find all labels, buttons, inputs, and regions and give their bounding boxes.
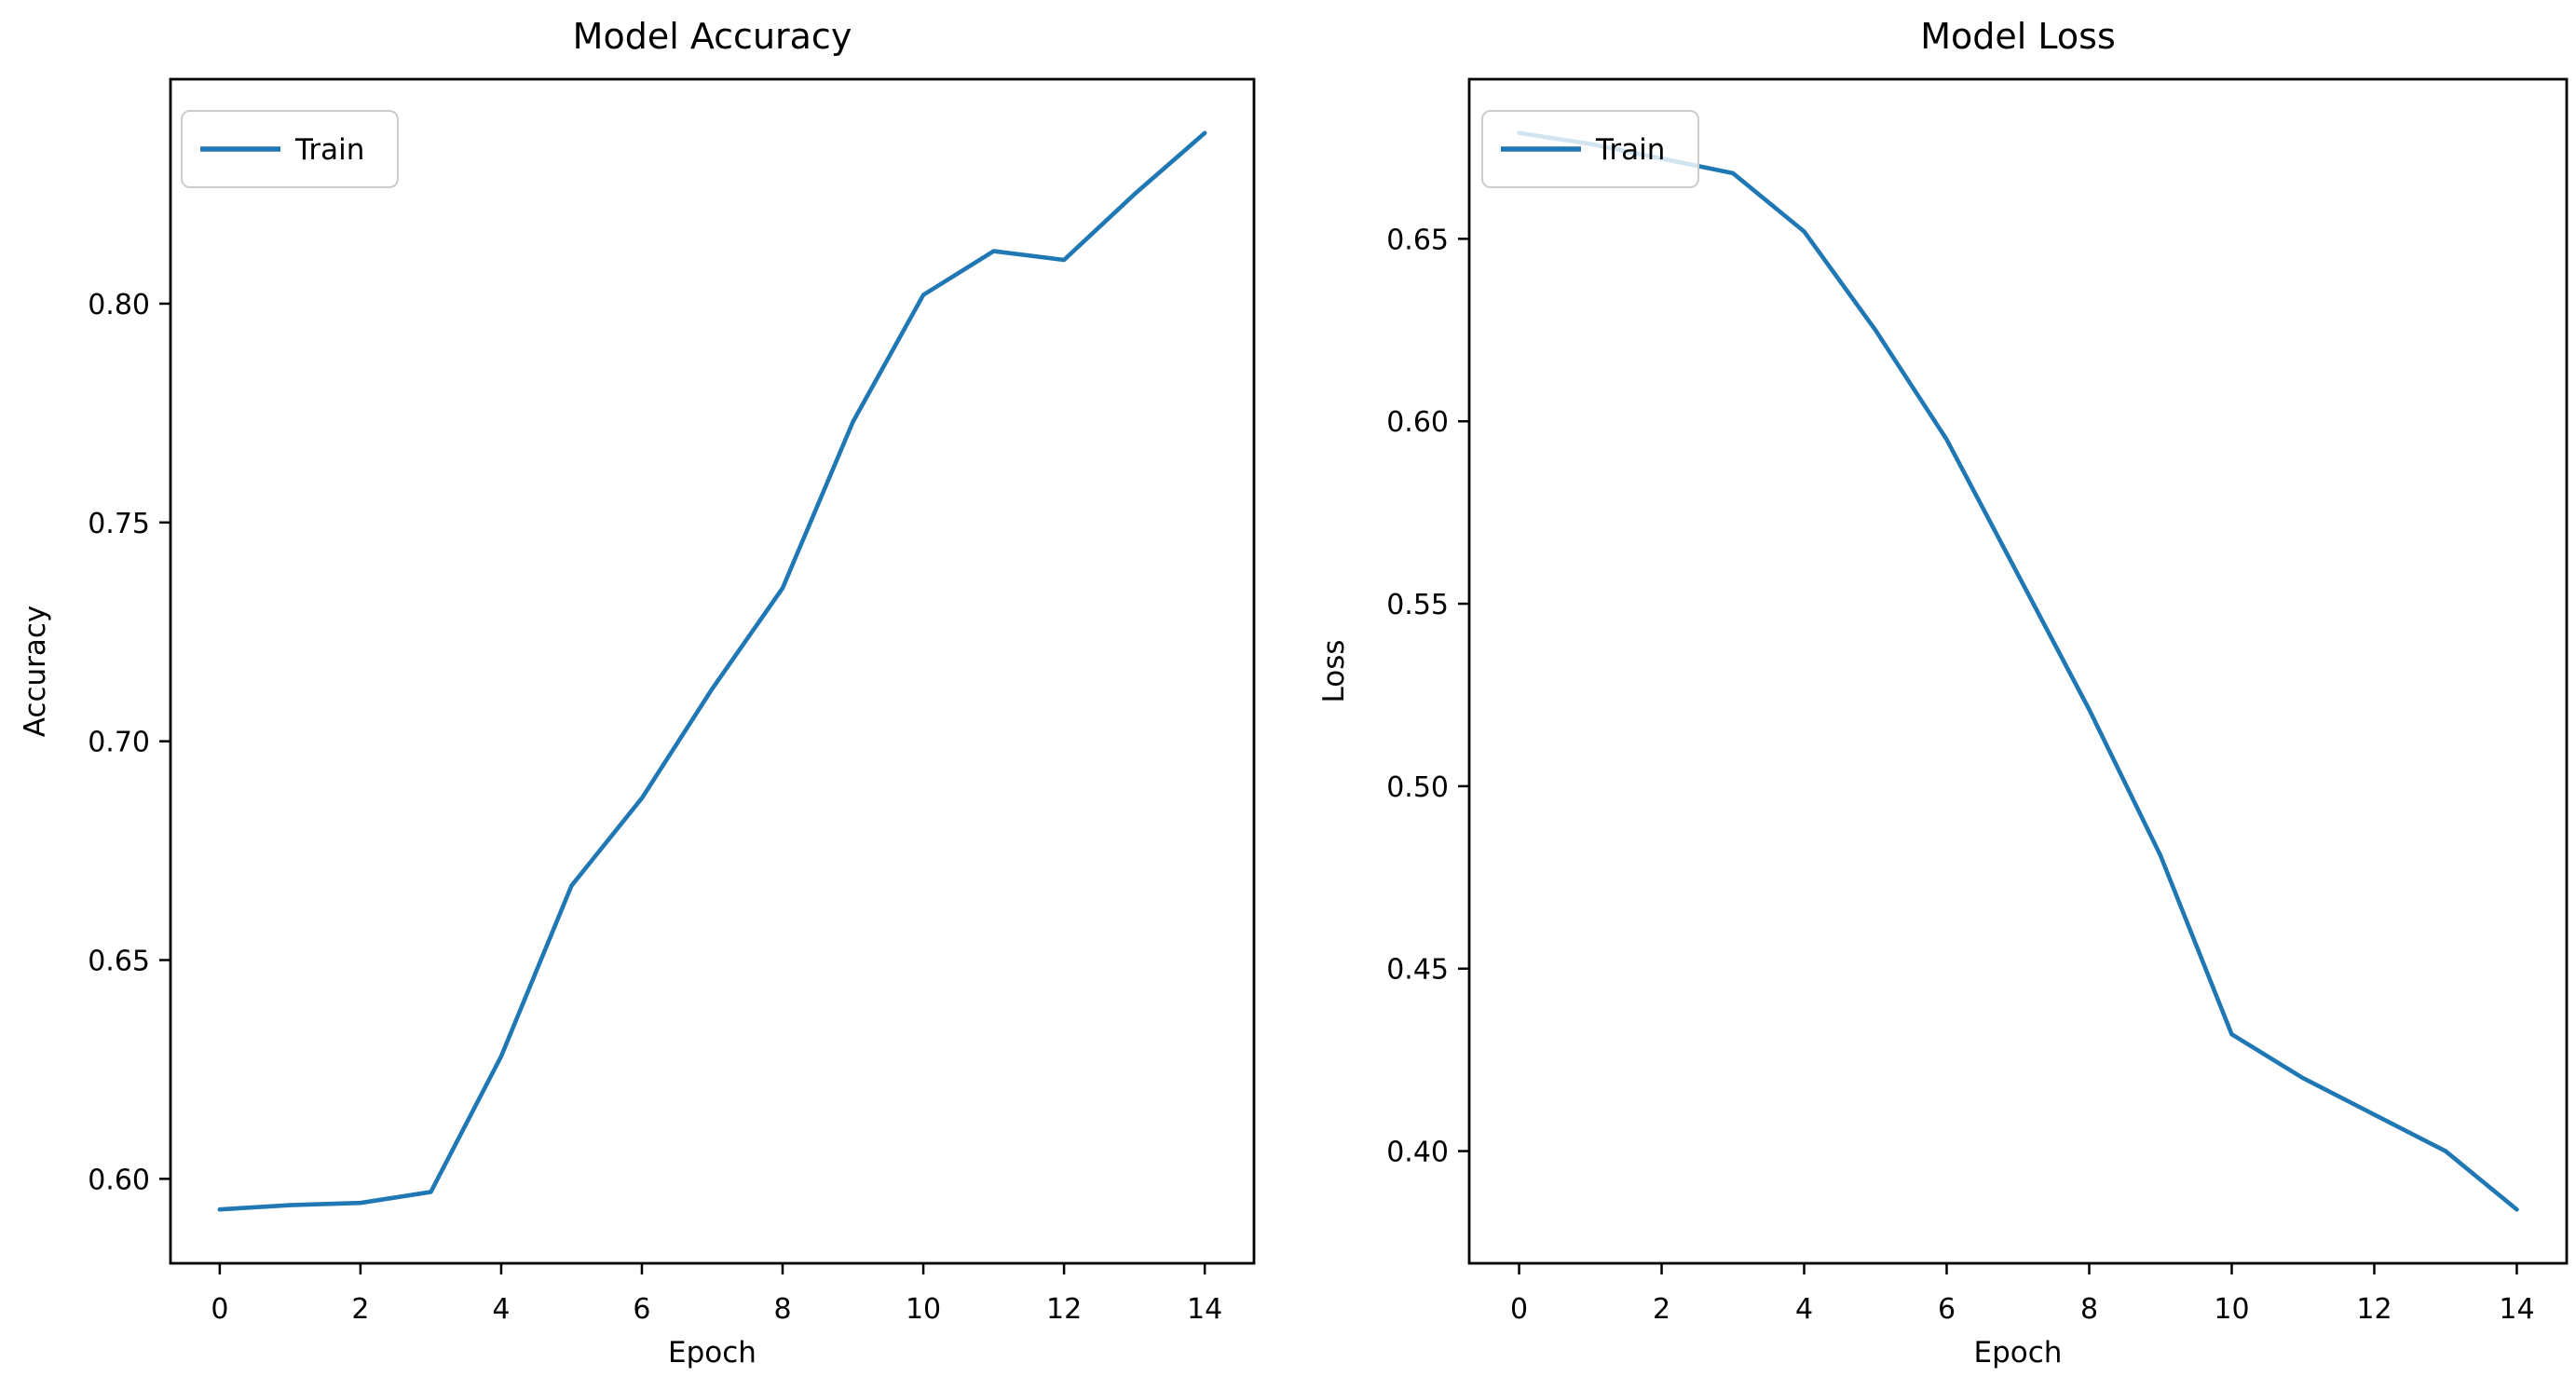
plot-border xyxy=(1467,77,2569,1265)
y-tick-label: 0.75 xyxy=(88,508,150,540)
y-tick-label: 0.80 xyxy=(88,289,150,321)
chart-title: Model Loss xyxy=(1920,16,2116,57)
x-tick-label: 10 xyxy=(906,1293,941,1326)
x-tick-label: 6 xyxy=(633,1293,650,1326)
x-tick-label: 8 xyxy=(773,1293,791,1326)
y-axis-label: Loss xyxy=(1317,640,1351,703)
y-tick-label: 0.55 xyxy=(1386,589,1449,621)
model-loss-chart: 0 2 4 6 8 10 12 14 0.40 0.45 0.50 0.55 0.60 0.65 Trai… xyxy=(1317,16,2569,1370)
y-axis-label: Accuracy xyxy=(19,606,52,738)
x-tick-label: 12 xyxy=(1046,1293,1082,1326)
train-line xyxy=(217,130,1207,1212)
y-tick-label: 0.40 xyxy=(1386,1137,1449,1169)
x-tick-label: 2 xyxy=(1653,1293,1670,1326)
legend-box xyxy=(1481,110,1699,188)
x-tick-label: 0 xyxy=(1510,1293,1528,1326)
y-tick-label: 0.60 xyxy=(88,1164,150,1196)
x-axis-label: Epoch xyxy=(668,1336,756,1370)
y-tick-label: 0.65 xyxy=(1386,224,1449,256)
x-tick-label: 0 xyxy=(211,1293,228,1326)
train-line xyxy=(1517,130,2519,1212)
legend: Train xyxy=(181,110,399,188)
legend-box xyxy=(181,110,399,188)
axes-accuracy: 0 2 4 6 8 10 12 14 0.60 0.65 0.70 0.75 0.80 xyxy=(88,77,1256,1326)
y-tick-label: 0.60 xyxy=(1386,406,1449,439)
legend-label-train: Train xyxy=(294,133,364,167)
x-tick-label: 4 xyxy=(1795,1293,1813,1326)
legend: Train xyxy=(1481,110,1699,188)
x-tick-label: 14 xyxy=(1187,1293,1222,1326)
y-tick-label: 0.45 xyxy=(1386,954,1449,987)
x-tick-label: 6 xyxy=(1938,1293,1956,1326)
y-tick-label: 0.50 xyxy=(1386,771,1449,804)
legend-label-train: Train xyxy=(1595,133,1665,167)
x-tick-label: 14 xyxy=(2499,1293,2534,1326)
axes-loss: 0 2 4 6 8 10 12 14 0.40 0.45 0.50 0.55 0.60 0.65 xyxy=(1386,77,2569,1326)
x-tick-label: 8 xyxy=(2080,1293,2098,1326)
y-tick-label: 0.70 xyxy=(88,727,150,759)
x-tick-label: 2 xyxy=(351,1293,369,1326)
x-tick-label: 10 xyxy=(2214,1293,2249,1326)
x-tick-label: 12 xyxy=(2356,1293,2392,1326)
chart-title: Model Accuracy xyxy=(573,16,852,57)
x-tick-label: 4 xyxy=(492,1293,510,1326)
model-accuracy-chart: 0 2 4 6 8 10 12 14 0.60 0.65 0.70 0.75 0.80 Train Mo… xyxy=(19,16,1256,1370)
x-axis-label: Epoch xyxy=(1974,1336,2063,1370)
plot-border xyxy=(169,77,1256,1265)
y-tick-label: 0.65 xyxy=(88,946,150,978)
